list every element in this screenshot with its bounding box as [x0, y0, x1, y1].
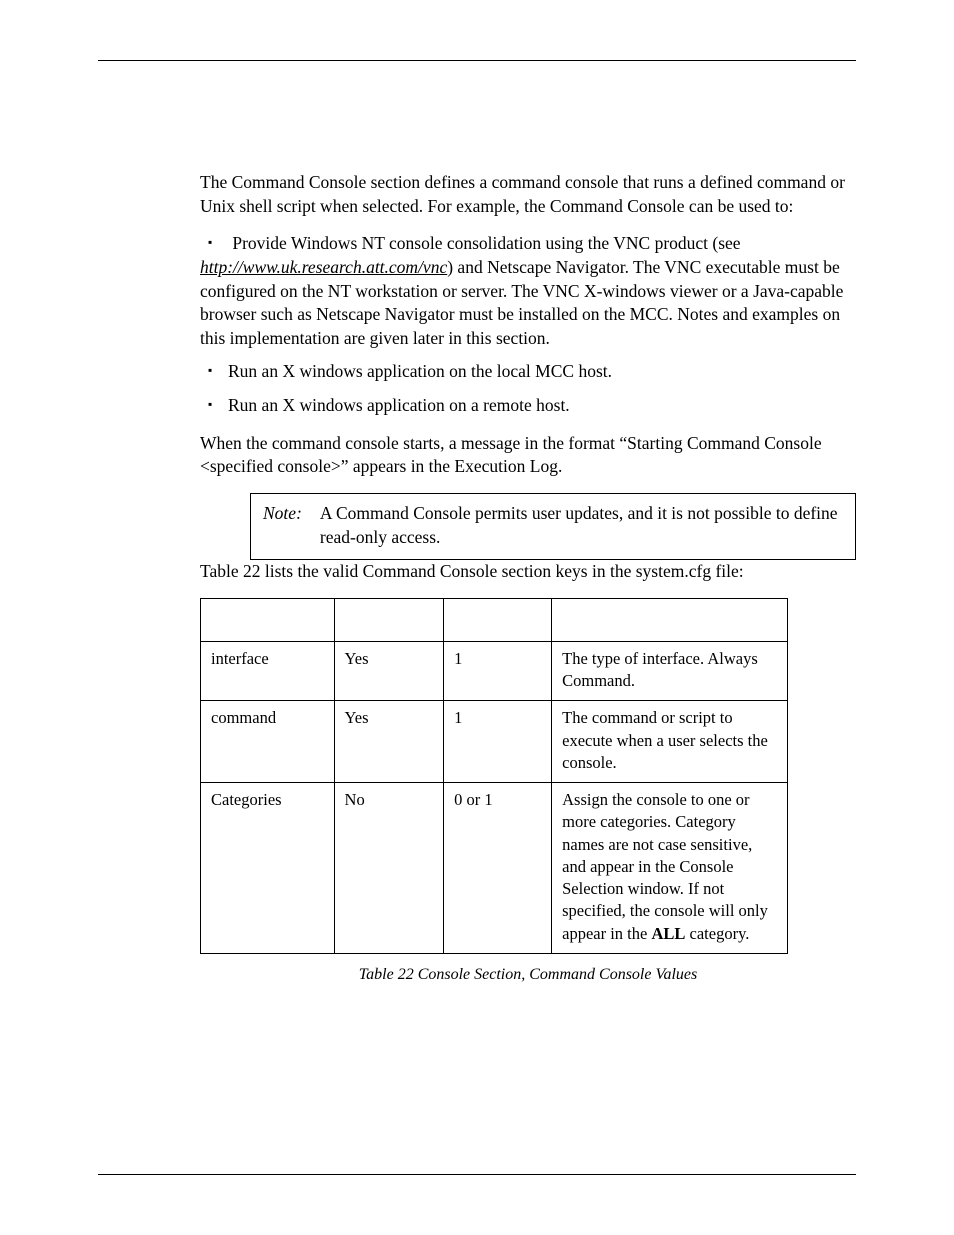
- cell-desc: The type of interface. Always Command.: [552, 641, 788, 701]
- desc-text: The command or script to execute when a …: [562, 708, 768, 772]
- table-intro: Table 22 lists the valid Command Console…: [200, 560, 856, 584]
- table-header: [334, 598, 444, 641]
- bullet2-text: Run an X windows application on the loca…: [228, 361, 612, 381]
- cell-desc: Assign the console to one or more catego…: [552, 783, 788, 954]
- after-paragraph: When the command console starts, a messa…: [200, 432, 856, 479]
- cell-count: 1: [444, 701, 552, 783]
- table-header: [552, 598, 788, 641]
- body-content: The Command Console section defines a co…: [200, 171, 856, 986]
- desc-text-bold: ALL: [651, 924, 685, 943]
- desc-text: category.: [685, 924, 749, 943]
- top-rule: [98, 60, 856, 61]
- table-body: interface Yes 1 The type of interface. A…: [201, 641, 788, 953]
- config-table: interface Yes 1 The type of interface. A…: [200, 598, 788, 954]
- cell-required: Yes: [334, 641, 444, 701]
- page: The Command Console section defines a co…: [0, 0, 954, 1235]
- intro-paragraph: The Command Console section defines a co…: [200, 171, 856, 218]
- cell-key: command: [201, 701, 335, 783]
- cell-desc: The command or script to execute when a …: [552, 701, 788, 783]
- note-box: Note: A Command Console permits user upd…: [250, 493, 856, 560]
- list-item: ▪ Provide Windows NT console consolidati…: [200, 232, 856, 350]
- note-label-text: Note: [263, 503, 296, 523]
- table-header-row: [201, 598, 788, 641]
- cell-key: interface: [201, 641, 335, 701]
- table-row: interface Yes 1 The type of interface. A…: [201, 641, 788, 701]
- vnc-link[interactable]: http://www.uk.research.att.com/vnc: [200, 257, 447, 277]
- cell-count: 1: [444, 641, 552, 701]
- bullet-list: ▪ Provide Windows NT console consolidati…: [200, 232, 856, 350]
- cell-key: Categories: [201, 783, 335, 954]
- cell-required: Yes: [334, 701, 444, 783]
- list-item: Run an X windows application on a remote…: [200, 394, 856, 418]
- table-header: [444, 598, 552, 641]
- table-caption: Table 22 Console Section, Command Consol…: [200, 964, 856, 986]
- note-label: Note:: [263, 502, 306, 549]
- table-header: [201, 598, 335, 641]
- bullet3-text: Run an X windows application on a remote…: [228, 395, 570, 415]
- bullet1-text-a: Provide Windows NT console consolidation…: [232, 233, 740, 253]
- bullet-icon: ▪: [208, 234, 212, 250]
- bullet-list-2: Run an X windows application on the loca…: [200, 360, 856, 417]
- bottom-rule: [98, 1174, 856, 1175]
- note-text: A Command Console permits user updates, …: [306, 502, 843, 549]
- cell-required: No: [334, 783, 444, 954]
- list-item: Run an X windows application on the loca…: [200, 360, 856, 384]
- table-row: Categories No 0 or 1 Assign the console …: [201, 783, 788, 954]
- desc-text: The type of interface. Always Command.: [562, 649, 758, 690]
- cell-count: 0 or 1: [444, 783, 552, 954]
- desc-text: Assign the console to one or more catego…: [562, 790, 768, 943]
- table-row: command Yes 1 The command or script to e…: [201, 701, 788, 783]
